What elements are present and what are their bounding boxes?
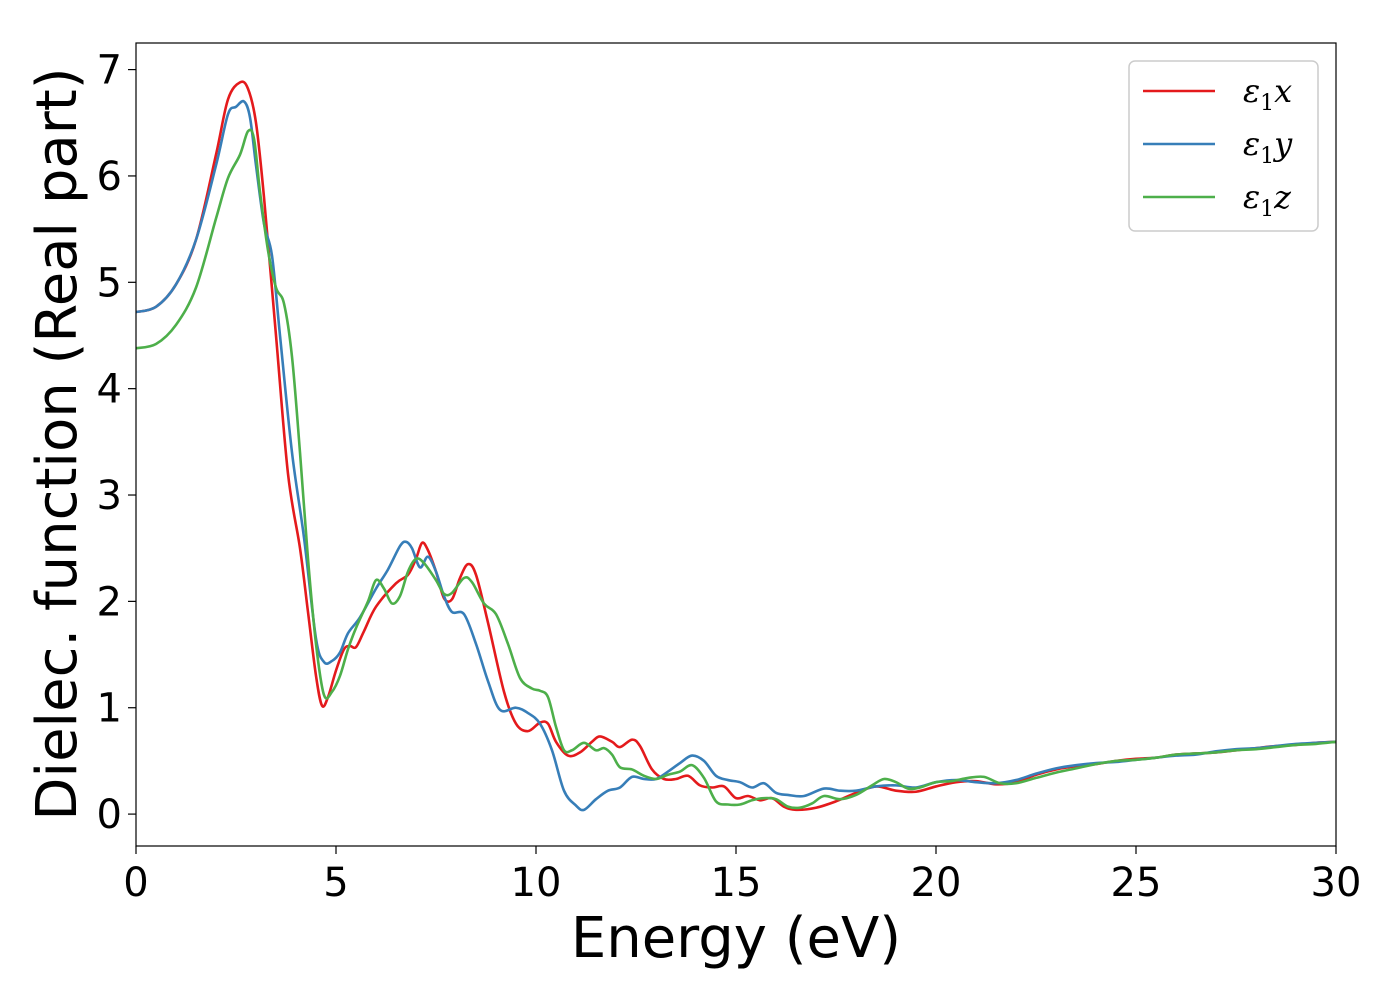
legend-label-z: ε1z bbox=[1243, 178, 1292, 222]
y-tick-label: 7 bbox=[97, 48, 122, 94]
y-tick-label: 3 bbox=[97, 473, 122, 519]
x-tick-label: 30 bbox=[1311, 860, 1362, 906]
x-tick-label: 5 bbox=[323, 860, 348, 906]
x-axis-title: Energy (eV) bbox=[571, 906, 901, 971]
y-tick-label: 5 bbox=[97, 260, 122, 306]
x-tick-label: 20 bbox=[911, 860, 962, 906]
x-tick-label: 25 bbox=[1111, 860, 1162, 906]
series-line-y bbox=[136, 99, 1336, 812]
series-layer bbox=[136, 80, 1336, 812]
series-line-z bbox=[136, 128, 1336, 810]
y-tick-label: 2 bbox=[97, 579, 122, 625]
y-axis-title: Dielec. function (Real part) bbox=[25, 67, 90, 820]
x-axis: 0 5 10 15 20 25 30 bbox=[123, 846, 1361, 906]
y-axis: 0 1 2 3 4 5 6 7 bbox=[97, 48, 136, 838]
x-tick-label: 15 bbox=[711, 860, 762, 906]
y-tick-label: 4 bbox=[97, 367, 122, 413]
legend-box bbox=[1128, 60, 1319, 232]
y-tick-label: 0 bbox=[97, 792, 122, 838]
legend: ε1x ε1y ε1z bbox=[1128, 60, 1319, 232]
y-tick-label: 1 bbox=[97, 686, 122, 732]
legend-label-y: ε1y bbox=[1243, 125, 1293, 169]
legend-label-x: ε1x bbox=[1243, 72, 1292, 116]
y-tick-label: 6 bbox=[97, 154, 122, 200]
x-tick-label: 0 bbox=[123, 860, 148, 906]
x-tick-label: 10 bbox=[511, 860, 562, 906]
